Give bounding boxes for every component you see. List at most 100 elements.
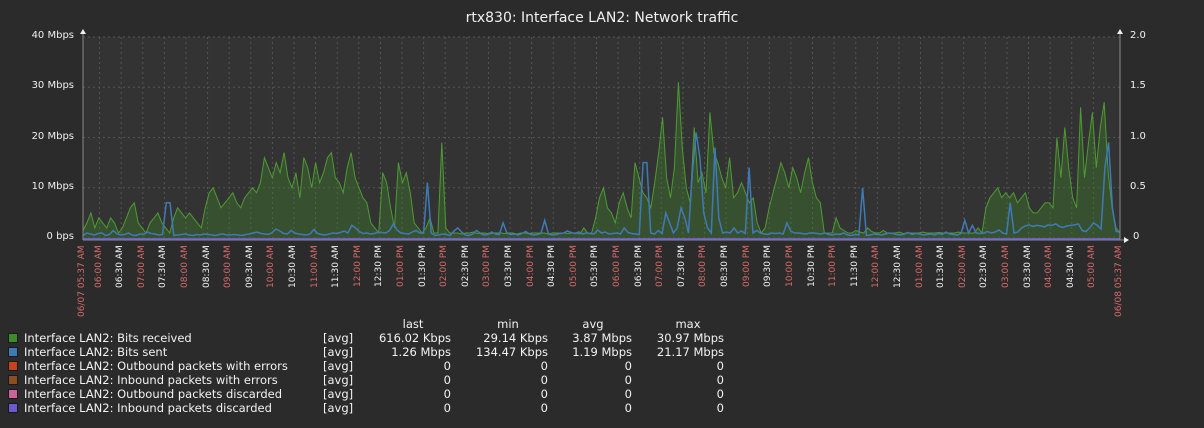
legend-max-value: 0 (716, 401, 724, 415)
legend-avg-value: 0 (624, 373, 632, 387)
y-tick-label-right: 0 (1133, 231, 1140, 242)
x-tick-label: 01:30 AM (936, 245, 947, 288)
legend-last-value: 616.02 Kbps (378, 331, 451, 345)
x-tick-label: 03:00 AM (1000, 245, 1011, 288)
legend-aggregation: [avg] (323, 401, 354, 415)
x-tick-label: 06:30 PM (633, 245, 644, 287)
legend-row: Interface LAN2: Bits received [avg] 616.02… (8, 331, 728, 345)
x-tick-label: 03:30 AM (1022, 245, 1033, 288)
bits-received-area (83, 82, 1120, 238)
x-tick-label: 06/07 05:37 AM (77, 245, 87, 317)
x-tick-label: 09:30 PM (763, 245, 774, 287)
x-tick-label: 12:30 AM (892, 245, 903, 288)
legend-max-value: 30.97 Mbps (656, 331, 724, 345)
legend-row: Interface LAN2: Inbound packets with err… (8, 373, 728, 387)
y-tick-label-left: 20 Mbps (31, 130, 74, 142)
x-tick-label: 12:30 PM (374, 245, 385, 287)
x-tick-label: 01:00 PM (396, 245, 407, 287)
chart-title: rtx830: Interface LAN2: Network traffic (465, 10, 739, 26)
legend-avg-value: 3.87 Mbps (572, 331, 632, 345)
x-tick-label: 07:00 AM (136, 245, 147, 288)
y-tick-label-right: 2.0 (1130, 30, 1146, 41)
x-axis-arrow-icon (1124, 237, 1129, 243)
bits-sent-line (82, 132, 1121, 237)
legend-row: Interface LAN2: Outbound packets with er… (8, 359, 728, 373)
legend-row: Interface LAN2: Inbound packets discarde… (8, 401, 728, 415)
y-tick-label-left: 10 Mbps (31, 180, 74, 192)
legend-aggregation: [avg] (323, 331, 354, 345)
legend-header-last: last (402, 317, 424, 331)
x-tick-label: 04:00 AM (1044, 245, 1055, 288)
legend-min-value: 0 (540, 387, 548, 401)
legend-aggregation: [avg] (323, 345, 354, 359)
legend-series-name: Interface LAN2: Inbound packets with err… (24, 373, 278, 387)
x-tick-label: 11:00 PM (828, 245, 839, 287)
y-tick-label-left: 30 Mbps (31, 80, 74, 92)
x-tick-label: 04:30 PM (547, 245, 558, 287)
x-tick-label: 08:30 PM (720, 245, 731, 287)
legend-last-value: 1.26 Mbps (391, 345, 451, 359)
x-tick-label: 08:30 AM (201, 245, 212, 288)
legend-last-value: 0 (443, 387, 451, 401)
y-tick-label-right: 1.5 (1130, 80, 1146, 92)
x-tick-label: 02:30 PM (460, 245, 471, 287)
legend-min-value: 0 (540, 373, 548, 387)
x-tick-label: 02:00 PM (439, 245, 450, 287)
right-axis-arrow-icon (1117, 29, 1123, 34)
legend-series-name: Interface LAN2: Bits sent (24, 345, 168, 359)
x-tick-label: 11:30 AM (331, 245, 342, 288)
x-tick-label: 03:00 PM (482, 245, 493, 287)
legend-color-swatch (8, 375, 18, 385)
legend-last-value: 0 (443, 359, 451, 373)
legend-color-swatch (8, 361, 18, 371)
x-tick-label: 12:00 AM (871, 245, 882, 288)
x-tick-label: 10:30 AM (288, 245, 298, 288)
legend-series-name: Interface LAN2: Inbound packets discarde… (24, 401, 272, 415)
legend-max-value: 0 (716, 387, 724, 401)
legend-min-value: 29.14 Kbps (483, 331, 548, 345)
legend-avg-value: 1.19 Mbps (572, 345, 632, 359)
legend-aggregation: [avg] (323, 373, 354, 387)
y-tick-label-left: 0 bps (46, 231, 74, 242)
plot-background (83, 37, 1120, 238)
x-tick-label: 07:30 PM (676, 245, 687, 287)
legend-row: Interface LAN2: Bits sent [avg] 1.26 Mbps 1… (8, 345, 728, 359)
y-tick-label-right: 1.0 (1130, 130, 1146, 142)
y-tick-label-left: 40 Mbps (31, 30, 74, 41)
legend-last-value: 0 (443, 401, 451, 415)
legend-avg-value: 0 (624, 401, 632, 415)
x-tick-label: 11:30 PM (849, 245, 860, 287)
x-tick-label: 06:00 AM (93, 245, 104, 288)
legend-color-swatch (8, 389, 18, 399)
x-tick-label: 01:00 AM (914, 245, 925, 288)
x-tick-label: 02:30 AM (979, 245, 990, 288)
y-tick-label-right: 0.5 (1130, 180, 1146, 192)
legend-min-value: 134.47 Kbps (475, 345, 548, 359)
x-tick-label: 06/08 05:37 AM (1114, 245, 1124, 317)
legend-series-name: Interface LAN2: Outbound packets with er… (24, 359, 288, 373)
legend-avg-value: 0 (624, 387, 632, 401)
legend-max-value: 0 (716, 359, 724, 373)
x-tick-label: 01:30 PM (417, 245, 428, 287)
x-tick-label: 11:00 AM (309, 245, 320, 288)
x-tick-label: 05:00 AM (1087, 245, 1098, 288)
left-axis-arrow-icon (80, 29, 86, 34)
x-tick-label: 06:00 PM (612, 245, 623, 287)
legend-max-value: 0 (716, 373, 724, 387)
x-tick-label: 07:30 AM (158, 245, 169, 288)
x-tick-label: 09:00 AM (223, 245, 234, 288)
legend-row: Interface LAN2: Outbound packets discard… (8, 387, 728, 401)
grid-lines (83, 36, 1120, 239)
x-tick-label: 10:00 PM (784, 245, 795, 287)
legend-header-max: max (675, 317, 701, 331)
x-tick-label: 05:30 PM (590, 245, 601, 287)
x-tick-label: 10:00 AM (266, 245, 277, 288)
legend-min-value: 0 (540, 401, 548, 415)
legend-series-name: Interface LAN2: Bits received (24, 331, 192, 345)
legend-color-swatch (8, 347, 18, 357)
legend-aggregation: [avg] (323, 387, 354, 401)
legend-header-avg: avg (582, 317, 604, 331)
legend-min-value: 0 (540, 359, 548, 373)
x-tick-label: 08:00 PM (698, 245, 709, 287)
